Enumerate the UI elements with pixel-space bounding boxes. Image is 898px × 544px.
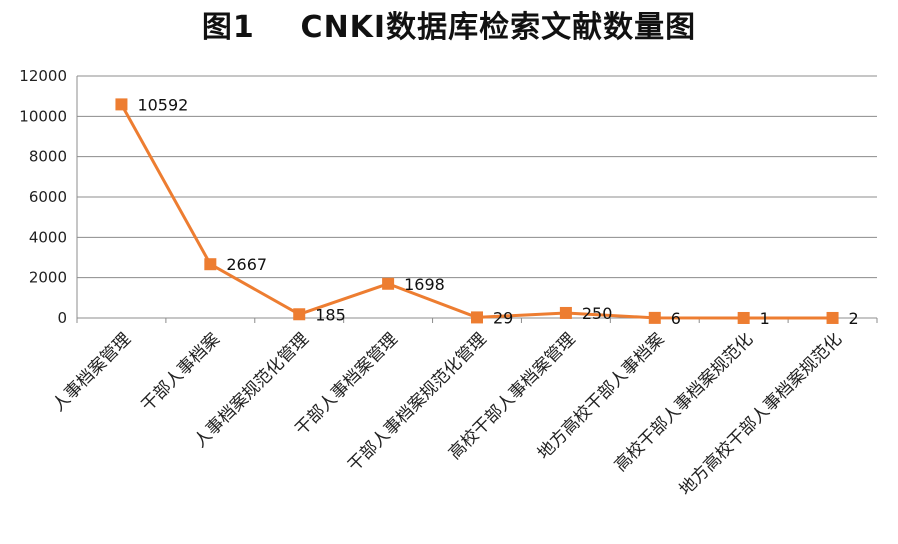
data-point-marker [471,311,483,324]
chart-title: 图1 CNKI数据库检索文献数量图 [201,10,697,45]
data-point-marker [382,277,395,290]
data-point-marker [293,308,306,321]
y-tick-label: 0 [57,309,67,327]
category-label: 干部人事档案 [138,329,224,415]
y-tick-label: 6000 [29,188,67,206]
data-label: 10592 [137,95,188,114]
y-tick-label: 12000 [19,67,67,85]
data-label: 1698 [404,275,445,294]
y-tick-label: 4000 [29,228,67,246]
data-labels: 10592 2667 185 1698 29 250 6 1 2 [137,95,858,328]
category-label: 人事档案管理 [49,329,135,415]
category-label: 地方高校干部人事档案规范化 [676,329,846,499]
data-point-marker [115,98,128,111]
data-label: 1 [760,309,770,328]
series-layer [115,98,839,324]
data-point-marker [648,311,661,324]
data-point-marker [204,258,217,271]
data-point-marker [826,311,839,324]
y-axis-tick-labels: 0 2000 4000 6000 8000 10000 12000 [19,67,67,327]
x-axis-category-labels: 人事档案管理 干部人事档案人事档案规范化管理干部人事档案管理干部人事档案规范化管理… [49,329,846,499]
data-label: 29 [493,308,513,327]
data-label: 2 [849,309,859,328]
data-point-marker [737,311,750,324]
axes [76,76,878,323]
data-label: 185 [315,305,346,324]
y-tick-label: 10000 [19,107,67,125]
series-line [120,103,833,320]
data-label: 6 [671,309,681,328]
y-tick-label: 8000 [29,148,67,166]
gridlines [77,75,877,279]
data-label: 2667 [226,255,267,274]
y-tick-label: 2000 [29,269,67,287]
data-point-marker [559,306,572,319]
data-label: 250 [582,304,613,323]
